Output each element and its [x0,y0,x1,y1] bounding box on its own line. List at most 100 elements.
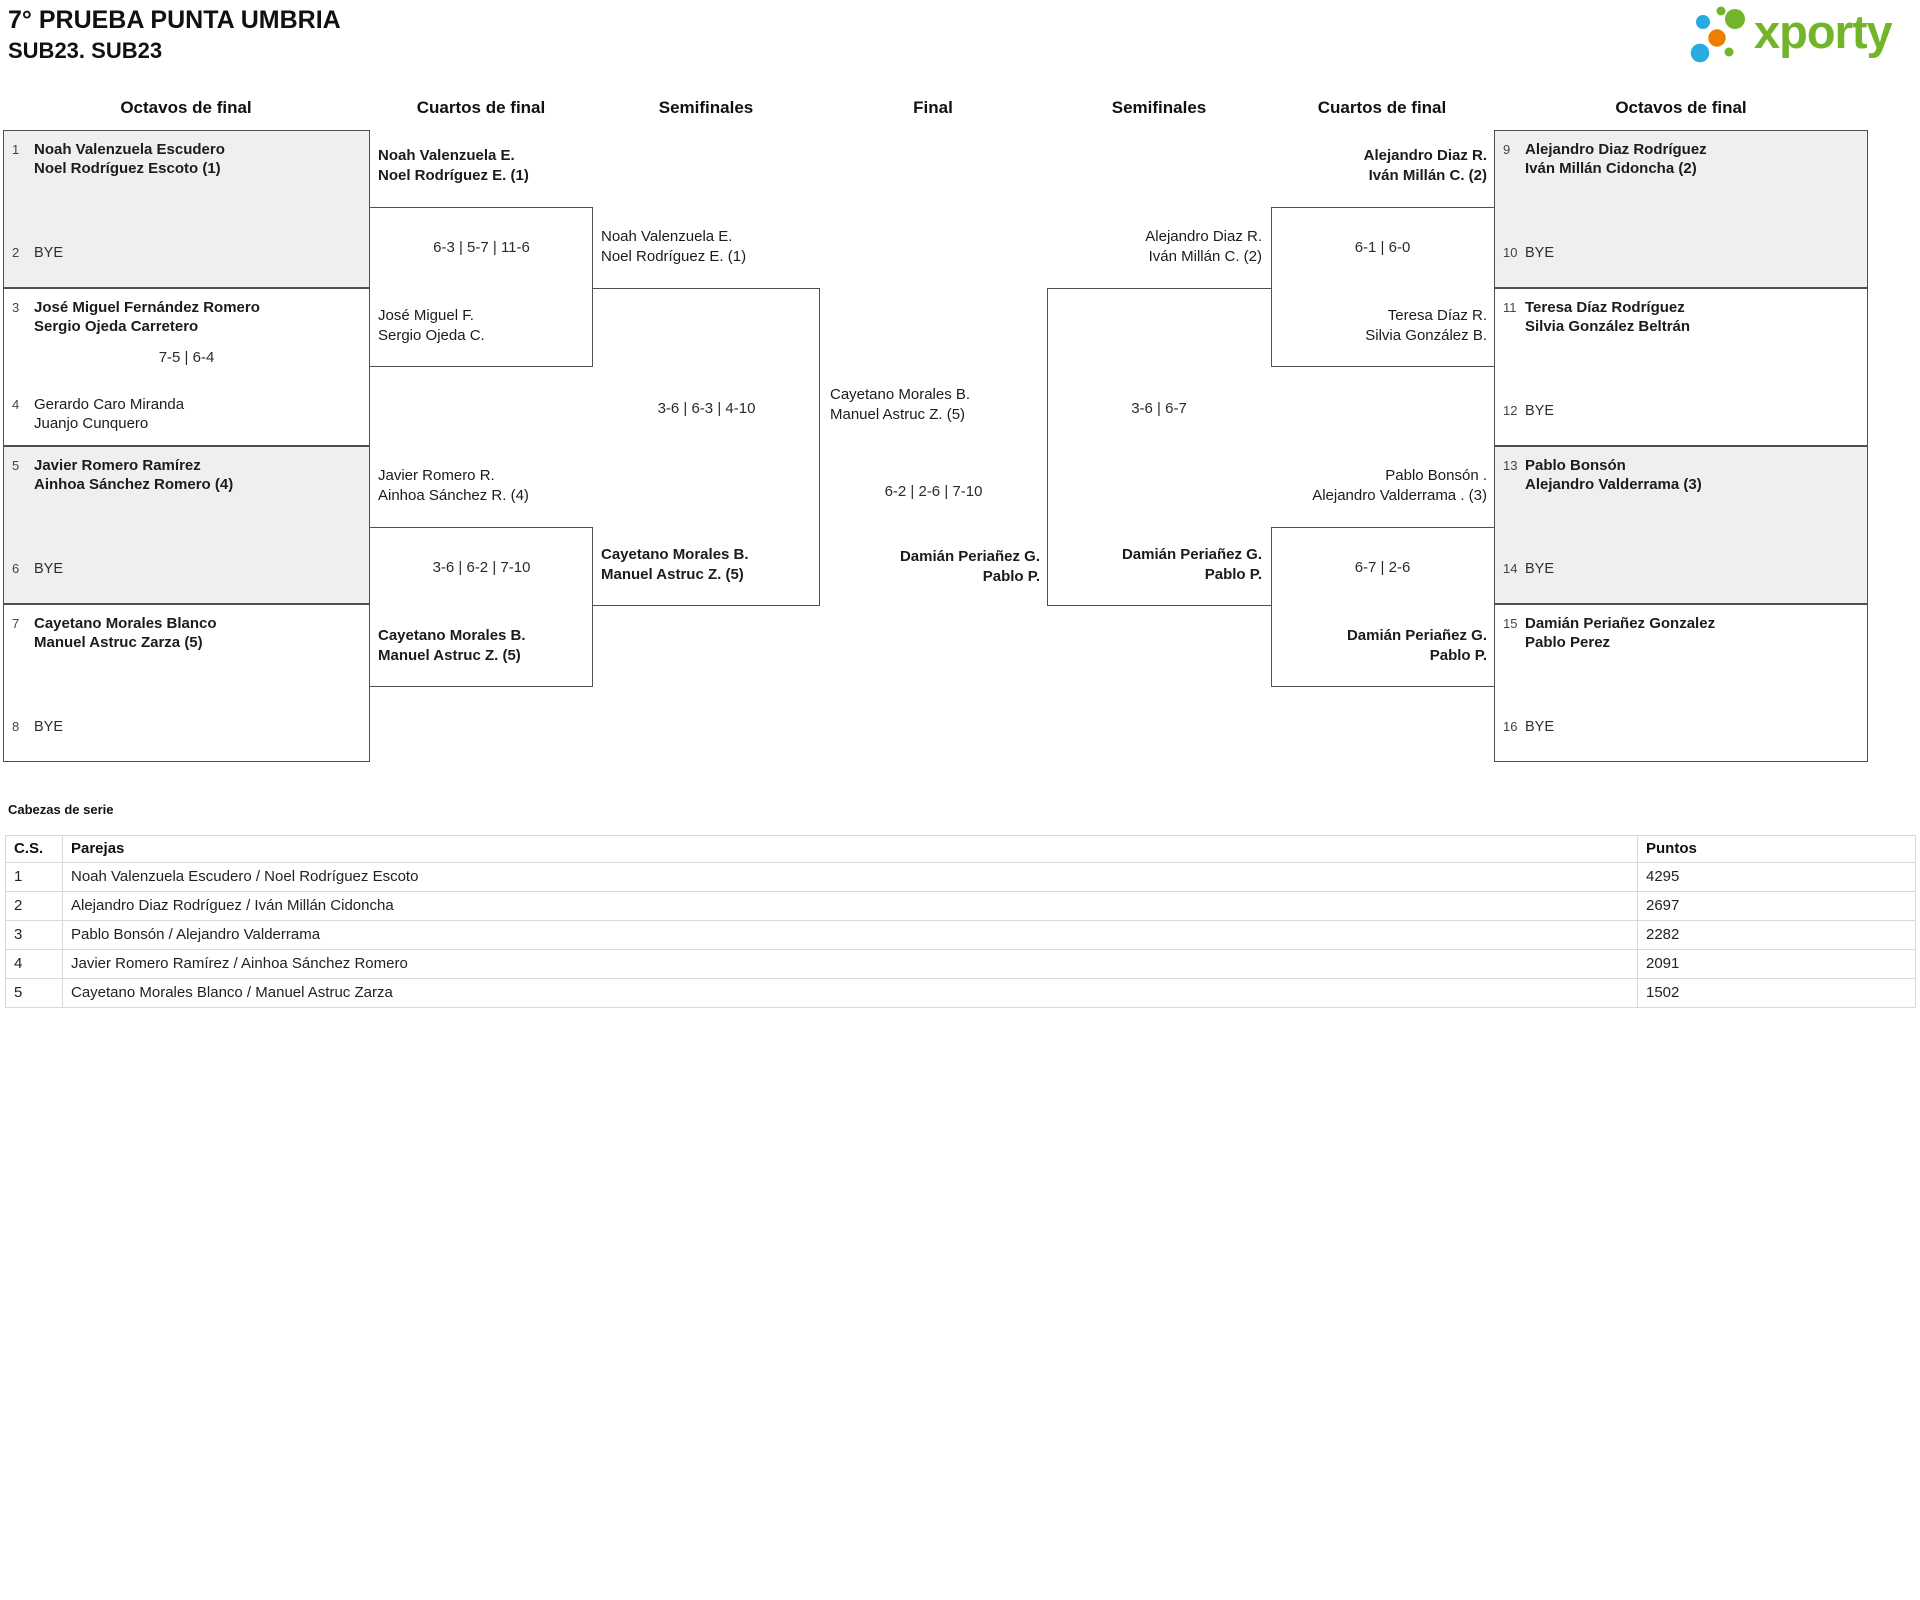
team-name: Damián Periañez Gonzalez Pablo Perez [1525,614,1715,652]
team-name: Noah Valenzuela Escudero Noel Rodríguez … [34,140,225,178]
round-header-semis-left: Semifinales [658,98,754,117]
bye-label: BYE [1525,719,1555,735]
cell-cs: 1 [5,862,63,892]
team-name-line: Noah Valenzuela E. [378,147,515,164]
seed-number: 3 [12,300,20,315]
cell-pareja: Javier Romero Ramírez / Ainhoa Sánchez R… [62,949,1638,979]
team-name-line: Ainhoa Sánchez Romero (4) [34,476,234,493]
team-label: Cayetano Morales B. Manuel Astruc Z. (5) [830,385,970,425]
team-name-line: Alejandro Valderrama (3) [1525,476,1702,493]
team-name: Pablo Bonsón Alejandro Valderrama (3) [1525,456,1702,494]
page-title: 7° PRUEBA PUNTA UMBRIA [8,6,341,34]
team-name-line: Teresa Díaz Rodríguez [1525,299,1685,316]
team-name-line: Sergio Ojeda C. [378,327,485,344]
cell-cs: 5 [5,978,63,1008]
team-name-line: Pablo P. [1429,647,1487,664]
team-name-line: Alejandro Diaz R. [1145,228,1262,245]
match-score: 3-6 | 6-2 | 7-10 [432,559,531,576]
team-label: Javier Romero R. Ainhoa Sánchez R. (4) [378,466,529,506]
team-name-line: Alejandro Valderrama . (3) [1312,487,1487,504]
bye-label: BYE [34,719,64,735]
xporty-logo-text: xporty [1754,5,1893,58]
team-name-line: Iván Millán Cidoncha (2) [1525,160,1697,177]
seed-number: 7 [12,616,20,631]
match-score: 7-5 | 6-4 [158,349,215,366]
team-name-line: Gerardo Caro Miranda [34,396,185,413]
round-header-final: Final [913,98,953,117]
seed-number: 1 [12,142,20,157]
team-label: Pablo Bonsón . Alejandro Valderrama . (3… [1272,466,1487,506]
team-name-line: Alejandro Diaz R. [1363,147,1487,164]
cell-puntos: 2282 [1637,920,1916,950]
cell-cs: 2 [5,891,63,921]
bracket-entry: 2 BYE [12,243,63,263]
bracket-entry: 10 BYE [1503,243,1554,263]
bracket-entry: 7 Cayetano Morales Blanco Manuel Astruc … [12,614,217,652]
octavos-match-15-16: 15 Damián Periañez Gonzalez Pablo Perez … [1494,604,1868,762]
octavos-match-5-6: 5 Javier Romero Ramírez Ainhoa Sánchez R… [3,446,370,604]
cell-puntos: 4295 [1637,862,1916,892]
octavos-match-7-8: 7 Cayetano Morales Blanco Manuel Astruc … [3,604,370,762]
team-name-line: Manuel Astruc Z. (5) [378,647,521,664]
bracket-entry: 1 Noah Valenzuela Escudero Noel Rodrígue… [12,140,225,178]
cell-pareja: Noah Valenzuela Escudero / Noel Rodrígue… [62,862,1638,892]
seed-number: 2 [12,245,20,260]
seed-number: 12 [1503,403,1518,418]
table-row: 3 Pablo Bonsón / Alejandro Valderrama 22… [5,920,1916,950]
cuartos-box-right-bottom [1271,527,1494,687]
seed-number: 10 [1503,245,1518,260]
team-name-line: Noel Rodríguez Escoto (1) [34,160,221,177]
bracket-entry: 9 Alejandro Diaz Rodríguez Iván Millán C… [1503,140,1707,178]
cell-pareja: Pablo Bonsón / Alejandro Valderrama [62,920,1638,950]
seeds-section-title: Cabezas de serie [8,802,114,817]
team-label: Alejandro Diaz R. Iván Millán C. (2) [1047,227,1262,267]
xporty-logo[interactable]: xporty [1688,2,1893,66]
column-header-puntos: Puntos [1637,835,1916,863]
bracket-entry: 8 BYE [12,717,63,737]
bracket-entry: 16 BYE [1503,717,1554,737]
cuartos-box-left-top [370,207,593,367]
octavos-match-13-14: 13 Pablo Bonsón Alejandro Valderrama (3)… [1494,446,1868,604]
round-header-cuartos-right: Cuartos de final [1317,98,1447,117]
team-label: Alejandro Diaz R. Iván Millán C. (2) [1272,146,1487,186]
match-score: 3-6 | 6-7 [1131,400,1187,417]
team-name-line: Noel Rodríguez E. (1) [378,167,529,184]
table-row: 4 Javier Romero Ramírez / Ainhoa Sánchez… [5,949,1916,979]
team-label: Cayetano Morales B. Manuel Astruc Z. (5) [378,626,526,666]
team-name-line: Alejandro Diaz Rodríguez [1525,141,1707,158]
team-name-line: Cayetano Morales B. [601,546,749,563]
team-label: José Miguel F. Sergio Ojeda C. [378,306,485,346]
column-header-cs: C.S. [5,835,63,863]
octavos-match-1-2: 1 Noah Valenzuela Escudero Noel Rodrígue… [3,130,370,288]
bracket-entry: 12 BYE [1503,401,1554,421]
seed-number: 11 [1503,300,1517,315]
match-score: 6-7 | 2-6 [1354,559,1411,576]
team-name-line: Ainhoa Sánchez R. (4) [378,487,529,504]
page-subtitle: SUB23. SUB23 [8,38,163,63]
team-name-line: Damián Periañez G. [899,548,1040,565]
team-name-line: José Miguel Fernández Romero [34,299,260,316]
bye-label: BYE [1525,403,1555,419]
bracket-entry: 3 José Miguel Fernández Romero Sergio Oj… [12,298,260,336]
seed-number: 16 [1503,719,1518,734]
cell-puntos: 2091 [1637,949,1916,979]
cell-pareja: Alejandro Diaz Rodríguez / Iván Millán C… [62,891,1638,921]
match-score: 6-2 | 2-6 | 7-10 [884,483,983,500]
team-name-line: Noah Valenzuela E. [601,228,733,245]
seed-number: 14 [1503,561,1518,576]
octavos-match-11-12: 11 Teresa Díaz Rodríguez Silvia González… [1494,288,1868,446]
bracket-entry: 13 Pablo Bonsón Alejandro Valderrama (3) [1503,456,1702,494]
team-label: Teresa Díaz R. Silvia González B. [1272,306,1487,346]
team-name-line: Pablo P. [1204,566,1262,583]
match-score: 6-3 | 5-7 | 11-6 [433,239,530,256]
team-name-line: Iván Millán C. (2) [1368,167,1487,184]
octavos-match-9-10: 9 Alejandro Diaz Rodríguez Iván Millán C… [1494,130,1868,288]
cell-puntos: 1502 [1637,978,1916,1008]
team-name-line: Manuel Astruc Z. (5) [830,406,966,423]
team-label: Noah Valenzuela E. Noel Rodríguez E. (1) [601,227,746,267]
table-row: 1 Noah Valenzuela Escudero / Noel Rodríg… [5,862,1916,892]
team-label: Damián Periañez G. Pablo P. [1047,545,1262,585]
team-name-line: Damián Periañez Gonzalez [1525,615,1716,632]
team-name-line: Sergio Ojeda Carretero [34,318,199,335]
